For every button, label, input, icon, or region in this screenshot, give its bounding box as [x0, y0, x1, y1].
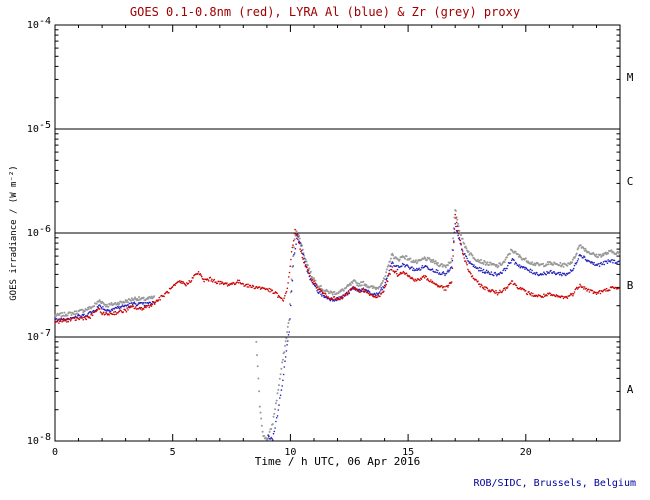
svg-text:C: C	[627, 175, 634, 188]
svg-text:15: 15	[402, 447, 414, 458]
svg-text:10-4: 10-4	[27, 16, 51, 31]
svg-text:10-5: 10-5	[27, 120, 51, 135]
svg-text:0: 0	[52, 447, 58, 458]
svg-text:20: 20	[520, 447, 532, 458]
svg-text:10: 10	[284, 447, 296, 458]
svg-text:10-7: 10-7	[27, 328, 51, 343]
svg-text:5: 5	[170, 447, 176, 458]
svg-text:10-8: 10-8	[27, 432, 51, 447]
svg-text:10-6: 10-6	[27, 224, 51, 239]
x-axis-title: Time / h UTC, 06 Apr 2016	[254, 455, 421, 468]
svg-text:A: A	[627, 383, 634, 396]
y-axis-title: GOES irradiance / (W m⁻²)	[9, 165, 19, 301]
chart-title: GOES 0.1-0.8nm (red), LYRA Al (blue) & Z…	[129, 5, 521, 19]
svg-text:B: B	[627, 279, 634, 292]
credit-text: ROB/SIDC, Brussels, Belgium	[473, 478, 636, 489]
svg-text:M: M	[627, 71, 634, 84]
